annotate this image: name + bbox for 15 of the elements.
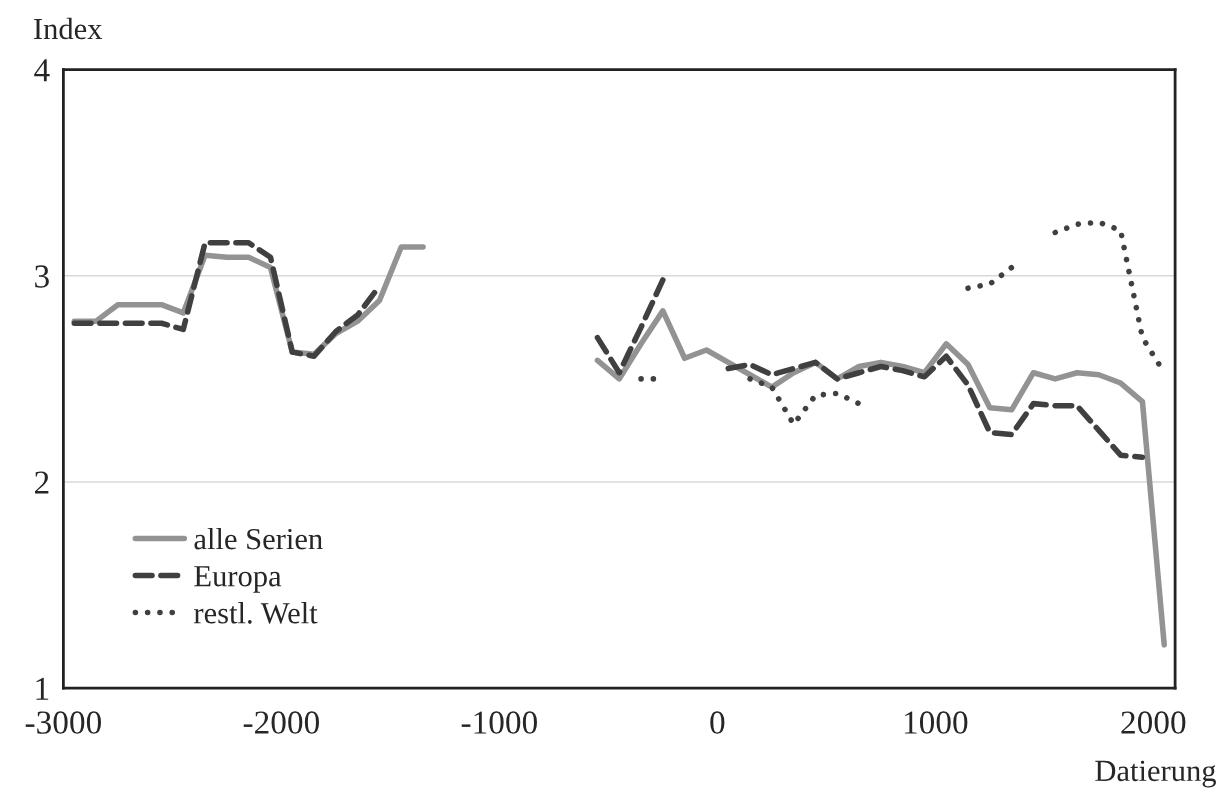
legend-label: Europa — [194, 566, 282, 593]
y-tick-label: 3 — [35, 265, 49, 288]
x-tick-label: -1000 — [461, 711, 537, 734]
x-tick-label: -2000 — [243, 711, 319, 734]
y-tick-label: 2 — [34, 471, 49, 494]
x-tick-label: 2000 — [1121, 711, 1186, 734]
legend-label: alle Serien — [194, 527, 323, 550]
x-tick-label: 1000 — [904, 711, 968, 734]
x-tick-label: 0 — [710, 711, 725, 734]
y-tick-label: 4 — [34, 59, 50, 82]
y-axis-title: Index — [34, 17, 103, 40]
x-axis-title: Datierung — [1095, 760, 1216, 788]
y-tick-label: 1 — [36, 677, 49, 700]
legend-label: restl. Welt — [194, 602, 318, 624]
x-tick-label: -3000 — [25, 711, 101, 734]
